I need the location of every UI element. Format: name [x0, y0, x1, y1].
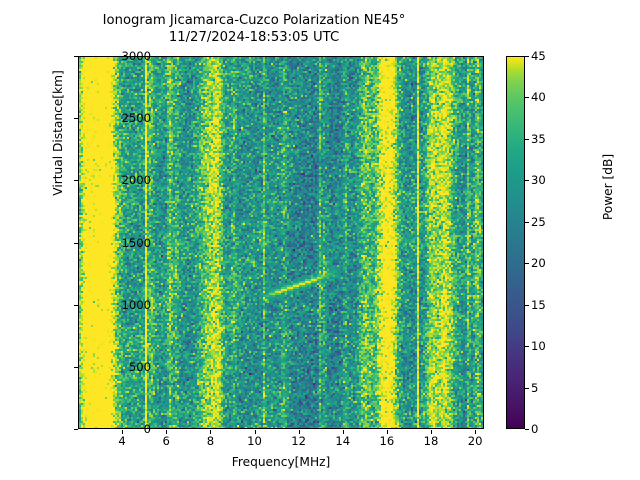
colorbar-tick-mark	[525, 263, 529, 265]
colorbar-tick-mark	[525, 180, 529, 182]
y-tick-label: 2500	[121, 111, 151, 126]
y-tick-label: 2000	[121, 173, 151, 188]
title-line-2: 11/27/2024-18:53:05 UTC	[168, 30, 340, 45]
x-axis-label: Frequency[MHz]	[231, 455, 331, 469]
x-tick-label: 16	[379, 434, 395, 448]
x-tick-mark	[431, 430, 433, 434]
x-tick-mark	[342, 430, 344, 434]
x-tick-label: 14	[335, 434, 351, 448]
y-axis-label: Virtual Distance[km]	[51, 70, 65, 196]
y-tick-mark	[74, 366, 78, 368]
colorbar-tick-label: 40	[531, 90, 546, 105]
ionogram-plot-area	[78, 56, 484, 429]
x-tick-label: 12	[291, 434, 307, 448]
colorbar-tick-mark	[525, 304, 529, 306]
y-tick-label: 1000	[121, 297, 151, 312]
colorbar-tick-label: 10	[531, 339, 546, 354]
colorbar-tick-label: 35	[531, 131, 546, 146]
colorbar-tick-label: 15	[531, 297, 546, 312]
colorbar-tick-mark	[525, 97, 529, 99]
x-tick-mark	[254, 430, 256, 434]
colorbar-tick-label: 0	[531, 422, 539, 436]
y-tick-mark	[74, 56, 78, 57]
colorbar	[506, 56, 525, 429]
x-tick-label: 6	[162, 434, 170, 448]
heatmap-layer	[79, 57, 483, 428]
x-tick-label: 20	[467, 434, 483, 448]
colorbar-tick-label: 5	[531, 380, 539, 395]
colorbar-tick-mark	[525, 429, 529, 430]
colorbar-tick-mark	[525, 138, 529, 140]
x-tick-mark	[122, 430, 124, 434]
x-tick-mark	[210, 430, 212, 434]
colorbar-tick-mark	[525, 387, 529, 389]
ionogram-heatmap-canvas	[79, 57, 483, 428]
title-line-1: Ionogram Jicamarca-Cuzco Polarization NE…	[102, 13, 406, 28]
x-tick-mark	[298, 430, 300, 434]
y-tick-label: 500	[128, 359, 151, 374]
y-tick-label: 1500	[121, 235, 151, 250]
colorbar-tick-mark	[525, 221, 529, 223]
y-tick-mark	[74, 304, 78, 306]
y-tick-mark	[74, 118, 78, 120]
x-tick-label: 8	[206, 434, 215, 448]
colorbar-tick-label: 25	[531, 214, 546, 229]
x-tick-label: 18	[423, 434, 439, 448]
y-tick-mark	[74, 180, 78, 182]
colorbar-label: Power [dB]	[601, 153, 615, 221]
figure-title: Ionogram Jicamarca-Cuzco Polarization NE…	[0, 12, 508, 46]
colorbar-tick-mark	[525, 56, 529, 57]
x-tick-mark	[386, 430, 388, 434]
x-tick-mark	[166, 430, 168, 434]
x-tick-label: 4	[118, 434, 126, 448]
colorbar-tick-mark	[525, 346, 529, 348]
x-tick-mark	[475, 430, 477, 434]
colorbar-tick-label: 30	[531, 173, 546, 188]
y-tick-label: 3000	[121, 49, 151, 63]
y-tick-mark	[74, 429, 78, 430]
x-tick-label: 10	[247, 434, 262, 448]
colorbar-tick-label: 45	[531, 49, 546, 63]
y-tick-label: 0	[143, 422, 151, 436]
colorbar-tick-label: 20	[531, 256, 546, 271]
y-tick-mark	[74, 242, 78, 244]
